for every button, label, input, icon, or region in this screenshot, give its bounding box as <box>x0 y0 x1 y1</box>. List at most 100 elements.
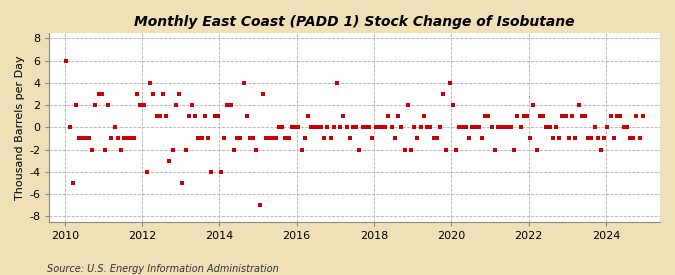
Point <box>61 59 72 63</box>
Point <box>477 136 487 141</box>
Point <box>171 103 182 107</box>
Point <box>473 125 484 130</box>
Point <box>135 103 146 107</box>
Point <box>68 181 78 185</box>
Point <box>248 136 259 141</box>
Point <box>284 136 294 141</box>
Point <box>302 114 313 119</box>
Point <box>238 81 249 85</box>
Point <box>148 92 159 96</box>
Point <box>77 136 88 141</box>
Point <box>202 136 213 141</box>
Point <box>377 125 387 130</box>
Point <box>544 125 555 130</box>
Point <box>422 125 433 130</box>
Point <box>418 114 429 119</box>
Point <box>122 136 133 141</box>
Point <box>499 125 510 130</box>
Point <box>435 125 446 130</box>
Point <box>631 114 642 119</box>
Point <box>306 125 317 130</box>
Point <box>190 114 200 119</box>
Point <box>628 136 639 141</box>
Point <box>144 81 155 85</box>
Point <box>338 114 349 119</box>
Point <box>599 136 610 141</box>
Point <box>273 125 284 130</box>
Point <box>460 125 471 130</box>
Point <box>106 136 117 141</box>
Point <box>209 114 220 119</box>
Point <box>100 147 111 152</box>
Point <box>383 114 394 119</box>
Point <box>393 114 404 119</box>
Point <box>483 114 493 119</box>
Point <box>615 114 626 119</box>
Point <box>370 125 381 130</box>
Point <box>512 114 522 119</box>
Point <box>502 125 513 130</box>
Point <box>570 136 580 141</box>
Point <box>364 125 375 130</box>
Point <box>151 114 162 119</box>
Point <box>132 92 142 96</box>
Point <box>538 114 549 119</box>
Point <box>87 147 98 152</box>
Point <box>138 103 149 107</box>
Point <box>406 147 416 152</box>
Point <box>412 136 423 141</box>
Point <box>299 136 310 141</box>
Point <box>409 125 420 130</box>
Point <box>167 147 178 152</box>
Point <box>428 136 439 141</box>
Point <box>515 125 526 130</box>
Point <box>547 136 558 141</box>
Point <box>129 136 140 141</box>
Point <box>290 125 300 130</box>
Point <box>164 158 175 163</box>
Point <box>244 136 255 141</box>
Point <box>624 136 635 141</box>
Point <box>605 114 616 119</box>
Point <box>309 125 320 130</box>
Point <box>196 136 207 141</box>
Point <box>177 181 188 185</box>
Point <box>71 103 82 107</box>
Point <box>315 125 326 130</box>
Point <box>595 147 606 152</box>
Point <box>286 125 297 130</box>
Point <box>493 125 504 130</box>
Point <box>109 125 120 130</box>
Point <box>528 103 539 107</box>
Point <box>425 125 436 130</box>
Point <box>531 147 542 152</box>
Point <box>506 125 516 130</box>
Point <box>373 125 384 130</box>
Point <box>225 103 236 107</box>
Point <box>325 136 336 141</box>
Point <box>322 125 333 130</box>
Point <box>103 103 113 107</box>
Point <box>593 136 603 141</box>
Point <box>399 147 410 152</box>
Point <box>444 81 455 85</box>
Point <box>586 136 597 141</box>
Point <box>267 136 278 141</box>
Point <box>80 136 91 141</box>
Point <box>232 136 242 141</box>
Point <box>541 125 551 130</box>
Point <box>90 103 101 107</box>
Point <box>261 136 271 141</box>
Point <box>496 125 507 130</box>
Point <box>448 103 458 107</box>
Point <box>354 147 365 152</box>
Point <box>637 114 648 119</box>
Point <box>344 136 355 141</box>
Point <box>193 136 204 141</box>
Point <box>213 114 223 119</box>
Point <box>257 92 268 96</box>
Point <box>551 125 562 130</box>
Point <box>480 114 491 119</box>
Point <box>186 103 197 107</box>
Point <box>634 136 645 141</box>
